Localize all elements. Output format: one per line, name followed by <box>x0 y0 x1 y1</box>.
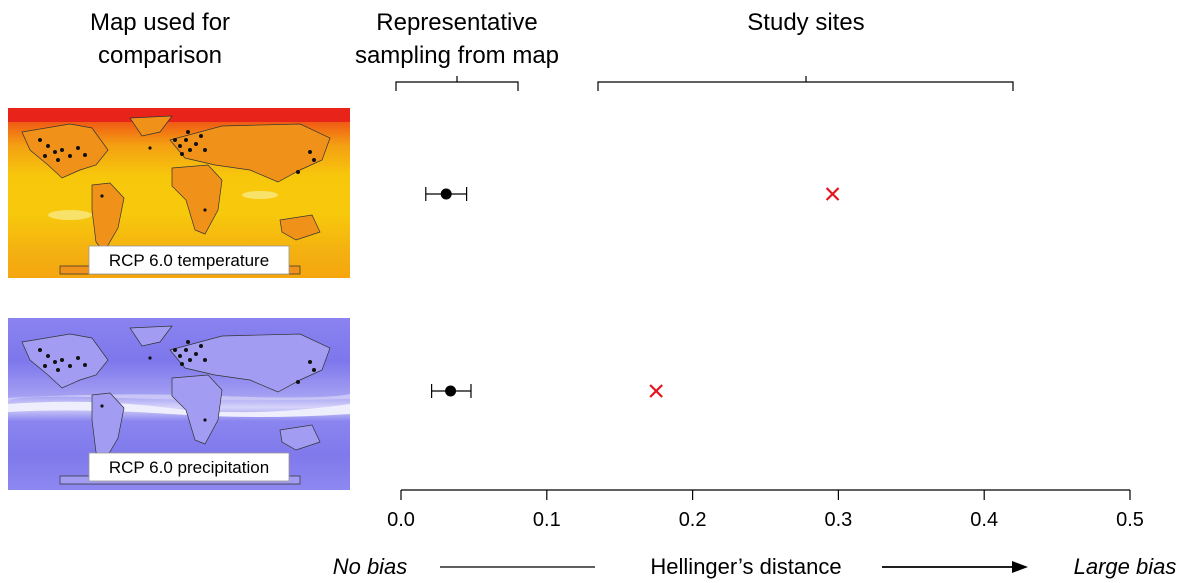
precipitation-map-label: RCP 6.0 precipitation <box>109 458 269 477</box>
x-axis-label: Hellinger’s distance <box>650 554 841 579</box>
x-tick-label: 0.0 <box>387 509 415 531</box>
rep-bracket <box>395 76 519 91</box>
temperature-map-sites <box>38 130 316 212</box>
representative-point <box>431 384 472 398</box>
no-bias-label: No bias <box>333 554 408 579</box>
study-site-marker <box>825 187 840 201</box>
map-col-header-line1: Map used for <box>90 9 230 36</box>
representative-point <box>425 187 468 201</box>
bias-arrow-head <box>1012 561 1028 573</box>
rep-col-header-line2: sampling from map <box>355 42 559 69</box>
representative-marker <box>440 188 452 200</box>
x-tick-label: 0.2 <box>679 509 707 531</box>
temperature-map-label: RCP 6.0 temperature <box>109 251 269 270</box>
study-bracket <box>597 76 1014 91</box>
large-bias-label: Large bias <box>1074 554 1177 579</box>
x-tick-label: 0.1 <box>533 509 561 531</box>
temperature-map: RCP 6.0 temperature <box>8 108 350 278</box>
temperature-map-continents <box>21 115 331 275</box>
rep-col-header-line1: Representative <box>376 9 537 36</box>
x-axis: 0.0 0.1 0.2 0.3 0.4 0.5 <box>387 489 1144 531</box>
precipitation-map-sites <box>38 340 316 422</box>
study-col-header: Study sites <box>747 9 864 36</box>
x-tick-label: 0.3 <box>824 509 852 531</box>
chart-marks <box>425 187 840 398</box>
map-col-header-line2: comparison <box>98 42 222 69</box>
study-site-marker <box>649 384 663 398</box>
representative-marker <box>445 385 457 397</box>
x-tick-label: 0.5 <box>1116 509 1144 531</box>
precipitation-map: RCP 6.0 precipitation <box>8 318 350 490</box>
x-tick-label: 0.4 <box>970 509 998 531</box>
